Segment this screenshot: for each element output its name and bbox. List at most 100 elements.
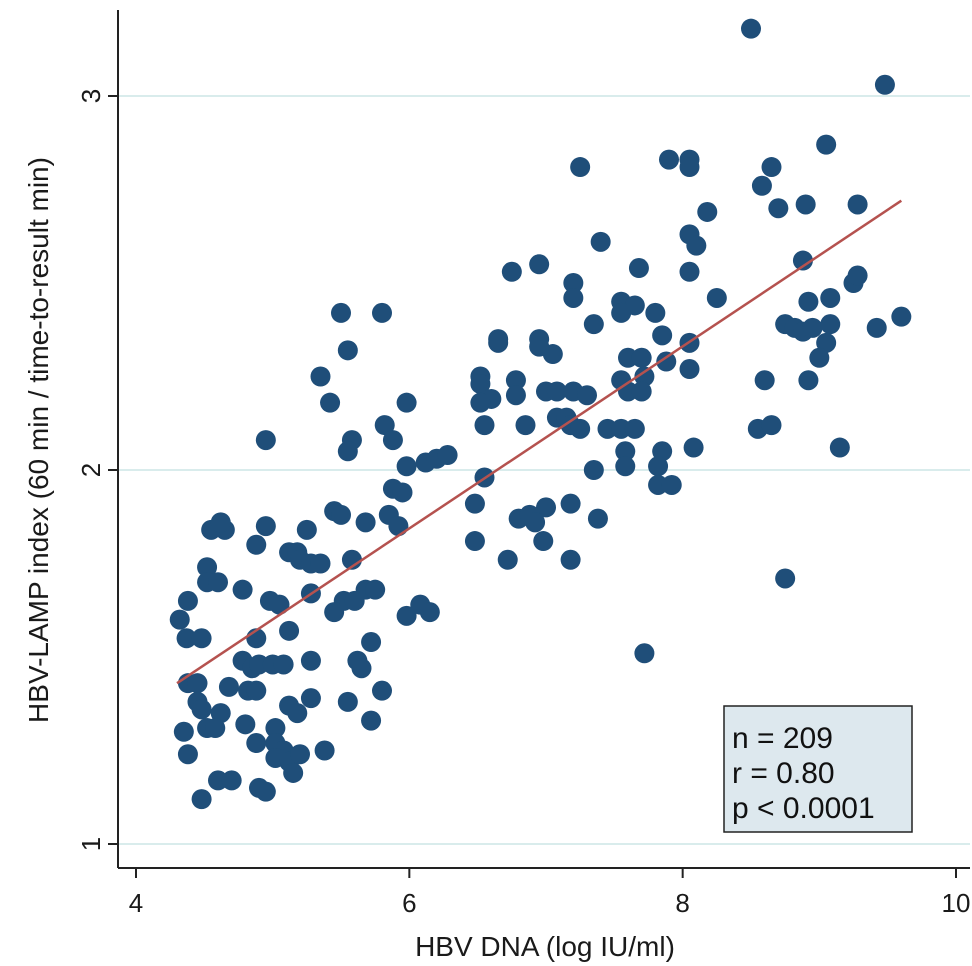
data-point	[505, 385, 526, 406]
data-point	[874, 74, 895, 95]
data-point	[300, 650, 321, 671]
data-point	[176, 628, 197, 649]
data-point	[652, 325, 673, 346]
data-point	[536, 497, 556, 518]
data-point	[331, 504, 351, 525]
data-point	[246, 680, 267, 701]
data-point	[337, 340, 358, 361]
data-point	[191, 628, 212, 649]
data-point	[255, 430, 276, 451]
data-point	[470, 373, 491, 394]
data-point	[290, 744, 310, 765]
data-point	[847, 194, 868, 215]
data-point	[661, 474, 682, 495]
data-point	[374, 415, 395, 436]
data-points	[169, 18, 912, 810]
data-point	[611, 418, 632, 439]
data-point	[310, 553, 331, 574]
stats-r: r = 0.80	[732, 757, 835, 790]
data-point	[191, 699, 212, 720]
data-point	[279, 620, 300, 641]
data-point	[246, 534, 267, 555]
data-point	[683, 437, 704, 458]
x-tick-label: 10	[942, 888, 971, 918]
data-point	[191, 789, 212, 810]
data-point	[269, 594, 290, 615]
data-point	[218, 676, 239, 697]
data-point	[866, 317, 887, 338]
data-point	[173, 721, 194, 742]
data-point	[628, 258, 649, 279]
data-point	[820, 287, 841, 308]
data-point	[570, 157, 591, 178]
data-point	[624, 418, 645, 439]
data-point	[265, 718, 286, 739]
stats-box-frame	[723, 705, 913, 833]
data-point	[847, 265, 868, 286]
data-point	[529, 336, 550, 357]
data-point	[372, 680, 392, 701]
data-point	[615, 441, 636, 462]
data-point	[337, 441, 358, 462]
data-point	[706, 287, 727, 308]
data-point	[187, 673, 208, 694]
data-point	[891, 306, 912, 327]
data-point	[474, 415, 495, 436]
data-point	[634, 366, 655, 387]
data-point	[210, 512, 231, 533]
data-point	[437, 445, 458, 466]
data-point	[652, 441, 673, 462]
data-point	[177, 590, 198, 611]
data-point	[754, 370, 775, 391]
data-point	[816, 134, 837, 155]
data-point	[659, 149, 679, 170]
data-point	[829, 437, 850, 458]
data-point	[560, 493, 581, 514]
data-point	[337, 691, 358, 712]
data-point	[809, 347, 830, 368]
data-point	[351, 658, 372, 679]
data-point	[615, 456, 636, 477]
data-point	[355, 512, 376, 533]
data-point	[563, 287, 584, 308]
data-point	[464, 531, 485, 552]
data-point	[611, 302, 632, 323]
data-point	[208, 770, 228, 791]
data-point	[587, 508, 608, 529]
x-axis-title: HBV DNA (log IU/ml)	[415, 931, 675, 962]
data-point	[546, 381, 567, 402]
data-point	[570, 418, 591, 439]
data-point	[344, 590, 365, 611]
data-point	[300, 688, 321, 709]
data-point	[583, 460, 604, 480]
data-point	[365, 579, 386, 600]
gridlines	[118, 95, 970, 845]
axes	[117, 10, 970, 869]
data-point	[392, 482, 413, 503]
data-point	[208, 572, 228, 593]
data-point	[331, 302, 351, 323]
data-point	[798, 291, 819, 312]
x-tick-label: 4	[129, 888, 143, 918]
data-point	[816, 332, 837, 353]
x-tick-label: 8	[675, 888, 689, 918]
data-point	[273, 654, 294, 675]
y-axis-title: HBV-LAMP index (60 min / time-to-result …	[23, 157, 54, 723]
data-point	[324, 602, 345, 623]
data-point	[533, 531, 554, 552]
data-point	[802, 317, 823, 338]
data-point	[296, 519, 317, 540]
data-point	[246, 733, 267, 754]
data-point	[590, 231, 611, 252]
data-point	[419, 602, 440, 623]
data-point	[396, 456, 417, 477]
data-point	[656, 351, 677, 372]
data-point	[820, 314, 841, 335]
data-point	[560, 549, 581, 570]
data-point	[320, 392, 341, 413]
data-point	[205, 718, 226, 739]
data-point	[497, 549, 518, 570]
data-point	[169, 609, 190, 630]
